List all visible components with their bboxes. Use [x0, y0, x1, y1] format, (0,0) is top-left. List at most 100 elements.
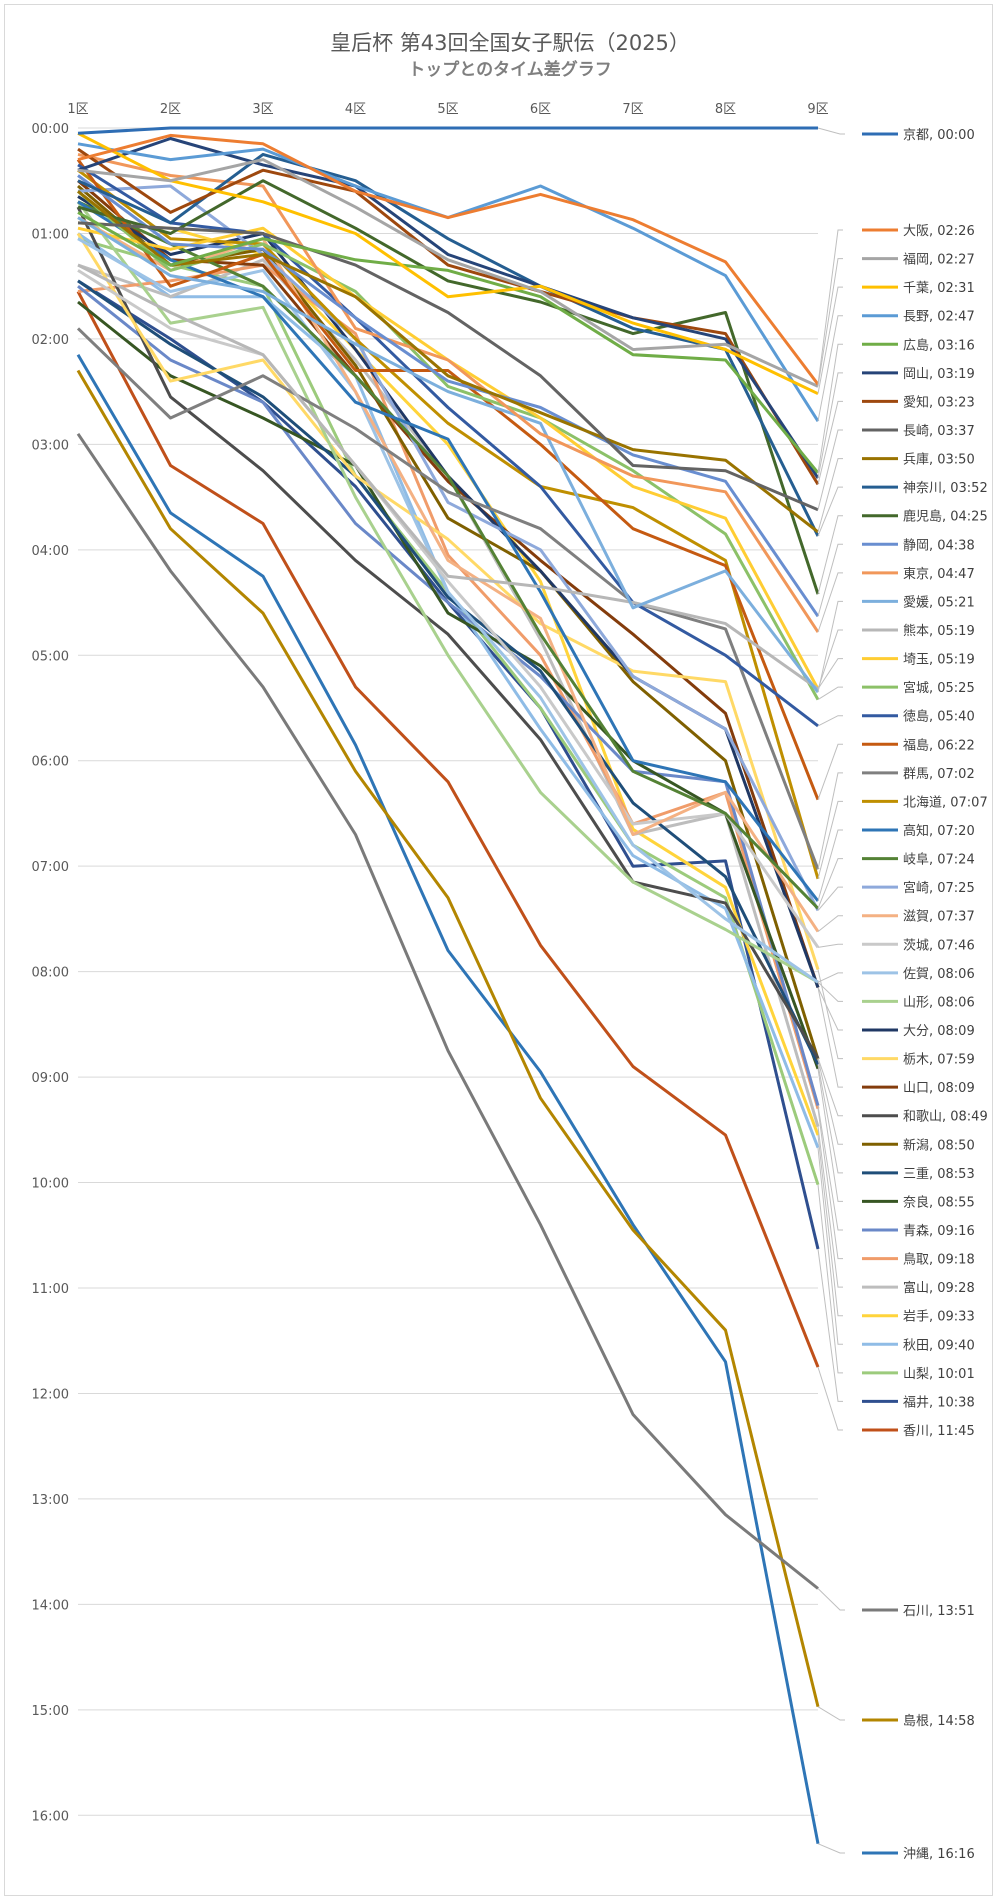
legend-label: 山形, 08:06 — [903, 995, 975, 1010]
legend-label: 新潟, 08:50 — [903, 1137, 975, 1153]
series-line — [77, 184, 820, 912]
series-line — [77, 126, 818, 135]
legend-label: 鳥取, 09:18 — [903, 1253, 975, 1268]
y-tick-label: 01:00 — [32, 227, 69, 242]
series-line — [76, 369, 820, 1708]
y-tick-label: 15:00 — [32, 1704, 69, 1719]
series-lines — [76, 126, 820, 1844]
legend-leader-line — [817, 981, 843, 1002]
legend-leader-lines — [817, 127, 845, 1854]
series-line — [77, 200, 820, 902]
legend-label: 滋賀, 07:37 — [903, 910, 975, 925]
series-line — [77, 163, 819, 728]
legend-leader-line — [817, 969, 843, 1060]
y-axis-labels: 00:00 01:00 02:00 03:00 04:00 05:00 06:00 07:00… — [32, 122, 69, 1824]
legend-label: 福井, 10:38 — [903, 1395, 975, 1410]
legend-leader-line — [817, 658, 843, 690]
legend-leader-line — [817, 1843, 845, 1854]
legend-leader-line — [817, 1706, 845, 1721]
time-gap-chart: 皇后杯 第43回全国女子駅伝（2025） トップとのタイム差グラフ 1区 2区 3区… — [32, 31, 988, 1862]
y-tick-label: 09:00 — [32, 1071, 69, 1086]
x-tick-label: 9区 — [807, 102, 828, 117]
series-line — [77, 179, 820, 595]
legend-leader-line — [817, 286, 843, 394]
legend-label: 愛媛, 05:21 — [903, 595, 975, 610]
legend-label: 島根, 14:58 — [903, 1714, 975, 1729]
legend-leader-line — [817, 229, 843, 385]
legend-leader-line — [817, 600, 843, 693]
x-tick-label: 2区 — [160, 102, 181, 117]
y-tick-label: 04:00 — [32, 544, 69, 559]
y-tick-label: 03:00 — [32, 438, 69, 453]
legend-label: 香川, 11:45 — [903, 1424, 975, 1439]
legend-label: 大阪, 02:26 — [903, 224, 975, 239]
legend-leader-line — [817, 372, 843, 479]
legend-label: 長野, 02:47 — [903, 310, 975, 325]
series-line — [77, 131, 819, 396]
y-tick-label: 13:00 — [32, 1493, 69, 1508]
y-tick-label: 00:00 — [32, 122, 69, 137]
y-tick-label: 02:00 — [32, 333, 69, 348]
legend-label: 和歌山, 08:49 — [903, 1110, 988, 1125]
chart-frame: 皇后杯 第43回全国女子駅伝（2025） トップとのタイム差グラフ 1区 2区 3区… — [4, 4, 993, 1896]
x-tick-label: 8区 — [715, 102, 736, 117]
series-line — [77, 152, 820, 537]
legend-leader-line — [817, 629, 843, 690]
legend-label: 兵庫, 03:50 — [903, 453, 975, 468]
y-tick-label: 06:00 — [32, 755, 69, 770]
legend-label: 岡山, 03:19 — [903, 367, 975, 382]
series-line — [77, 190, 819, 534]
legend-label: 栃木, 07:59 — [903, 1053, 975, 1068]
legend-leader-line — [817, 1147, 843, 1345]
legend-label: 埼玉, 05:19 — [903, 653, 975, 668]
y-tick-label: 11:00 — [32, 1282, 69, 1297]
y-tick-label: 10:00 — [32, 1177, 69, 1192]
legend-label: 福岡, 02:27 — [903, 253, 975, 268]
series-line — [76, 327, 820, 870]
series-line — [77, 300, 820, 1070]
series-line — [77, 152, 820, 633]
series-line — [77, 137, 820, 479]
legend-leader-line — [817, 1064, 843, 1174]
legend-leader-line — [817, 829, 843, 902]
legend-label: 山梨, 10:01 — [903, 1367, 975, 1382]
series-line — [76, 200, 819, 984]
legend-label: 千葉, 02:31 — [903, 281, 975, 296]
legend-leader-line — [817, 1135, 843, 1317]
legend-label: 群馬, 07:02 — [903, 767, 975, 782]
y-tick-label: 16:00 — [32, 1809, 69, 1824]
legend-leader-line — [817, 743, 843, 800]
chart-subtitle: トップとのタイム差グラフ — [408, 59, 612, 80]
legend-label: 山口, 08:09 — [903, 1081, 975, 1096]
legend-label: 岐阜, 07:24 — [903, 852, 975, 868]
x-tick-label: 4区 — [345, 102, 366, 117]
series-line — [77, 279, 820, 1250]
x-tick-label: 5区 — [437, 102, 458, 117]
y-tick-label: 07:00 — [32, 860, 69, 875]
series-line — [77, 221, 820, 1136]
x-axis-labels: 1区 2区 3区 4区 5区 6区 7区 8区 9区 — [67, 102, 828, 117]
legend-label: 三重, 08:53 — [903, 1166, 975, 1182]
legend-leader-line — [817, 1108, 843, 1260]
legend-leader-line — [817, 1068, 843, 1202]
legend-label: 宮崎, 07:25 — [903, 880, 975, 896]
legend-leader-line — [817, 987, 843, 1088]
legend-label: 宮城, 05:25 — [903, 680, 975, 696]
legend-label: 秋田, 09:40 — [903, 1338, 975, 1353]
legend-leader-line — [817, 458, 843, 533]
series-line — [77, 133, 820, 386]
legend-leader-line — [817, 127, 845, 135]
legend-leader-line — [817, 1366, 843, 1431]
x-tick-label: 3区 — [252, 102, 273, 117]
legend-leader-line — [817, 515, 843, 595]
series-line — [77, 211, 820, 474]
legend-label: 福島, 06:22 — [903, 738, 975, 753]
series-line — [77, 279, 820, 1066]
legend-label: 沖縄, 16:16 — [903, 1847, 975, 1862]
legend-leader-line — [817, 800, 843, 879]
series-line — [77, 200, 820, 910]
legend-label: 熊本, 05:19 — [903, 623, 975, 639]
legend-leader-line — [817, 1248, 843, 1402]
legend-leader-line — [817, 1105, 843, 1231]
series-line — [77, 258, 820, 1128]
